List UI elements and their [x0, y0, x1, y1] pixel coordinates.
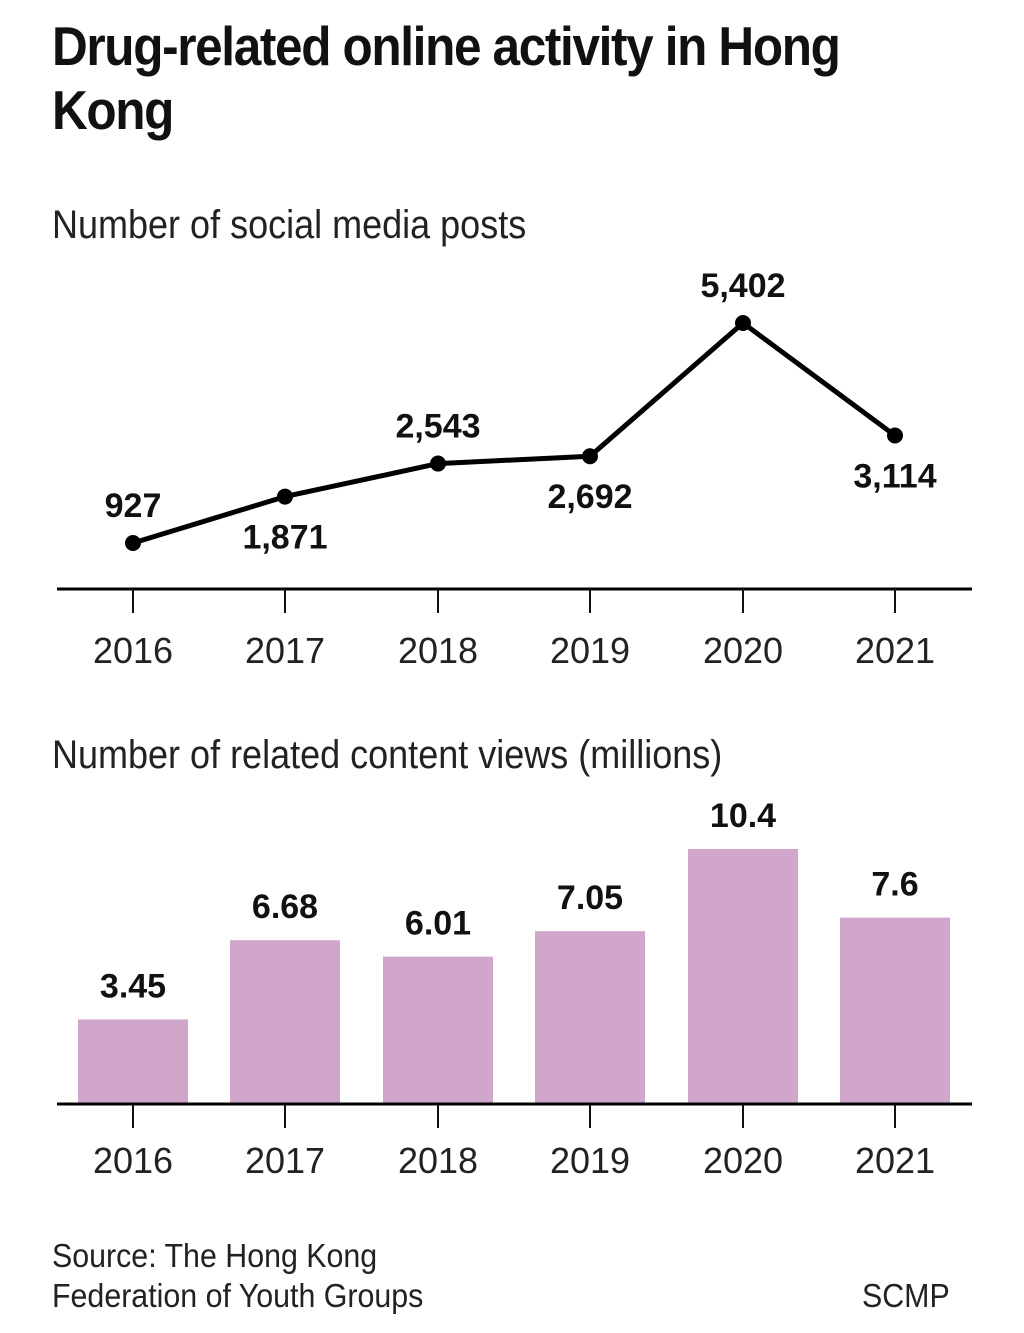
- line-point-2020: [735, 315, 751, 331]
- line-point-2019: [582, 448, 598, 465]
- chart-title: Drug-related online activity in Hong Kon…: [52, 15, 841, 141]
- brand-label: SCMP: [862, 1277, 950, 1314]
- bar-x-tick-label-2016: 2016: [93, 1140, 173, 1181]
- bar-2016: [78, 1019, 188, 1104]
- line-series: [132, 320, 897, 546]
- line-data-label-2017: 1,871: [242, 519, 327, 557]
- bar-2018: [383, 956, 493, 1104]
- line-chart-title: Number of social media posts: [52, 203, 527, 247]
- bar-x-tick-label-2017: 2017: [245, 1140, 325, 1181]
- line-x-tick-label-2019: 2019: [550, 630, 630, 671]
- line-x-tick-label-2017: 2017: [245, 630, 325, 671]
- bar-data-label-2021: 7.6: [871, 866, 918, 904]
- line-x-tick-label-2021: 2021: [855, 630, 935, 671]
- bar-2017: [230, 940, 340, 1104]
- bar-x-tick-label-2018: 2018: [398, 1140, 478, 1181]
- line-data-label-2021: 3,114: [853, 457, 936, 495]
- line-x-tick-label-2020: 2020: [703, 630, 783, 671]
- line-point-2018: [430, 455, 446, 472]
- bar-x-tick-label-2020: 2020: [703, 1140, 783, 1181]
- line-point-2021: [887, 427, 903, 444]
- bar-data-label-2016: 3.45: [100, 967, 166, 1005]
- bar-data-label-2017: 6.68: [252, 888, 318, 926]
- bar-2021: [840, 917, 950, 1104]
- line-x-tick-label-2016: 2016: [93, 630, 173, 671]
- bar-data-label-2019: 7.05: [557, 879, 623, 917]
- bar-x-tick-label-2021: 2021: [855, 1140, 935, 1181]
- bar-data-label-2020: 10.4: [710, 797, 776, 835]
- line-x-tick-label-2018: 2018: [398, 630, 478, 671]
- line-data-label-2018: 2,543: [395, 408, 480, 446]
- bar-2019: [535, 931, 645, 1104]
- bar-chart-title: Number of related content views (million…: [52, 733, 723, 777]
- line-point-2016: [125, 535, 141, 551]
- line-data-label-2019: 2,692: [547, 478, 632, 516]
- bar-x-tick-label-2019: 2019: [550, 1140, 630, 1181]
- source-note: Source: The Hong Kong Federation of Yout…: [52, 1237, 424, 1314]
- line-point-2017: [277, 488, 293, 505]
- bar-data-label-2018: 6.01: [405, 905, 471, 943]
- line-data-label-2016: 927: [105, 487, 162, 525]
- line-data-label-2020: 5,402: [700, 267, 785, 305]
- bar-2020: [688, 849, 798, 1104]
